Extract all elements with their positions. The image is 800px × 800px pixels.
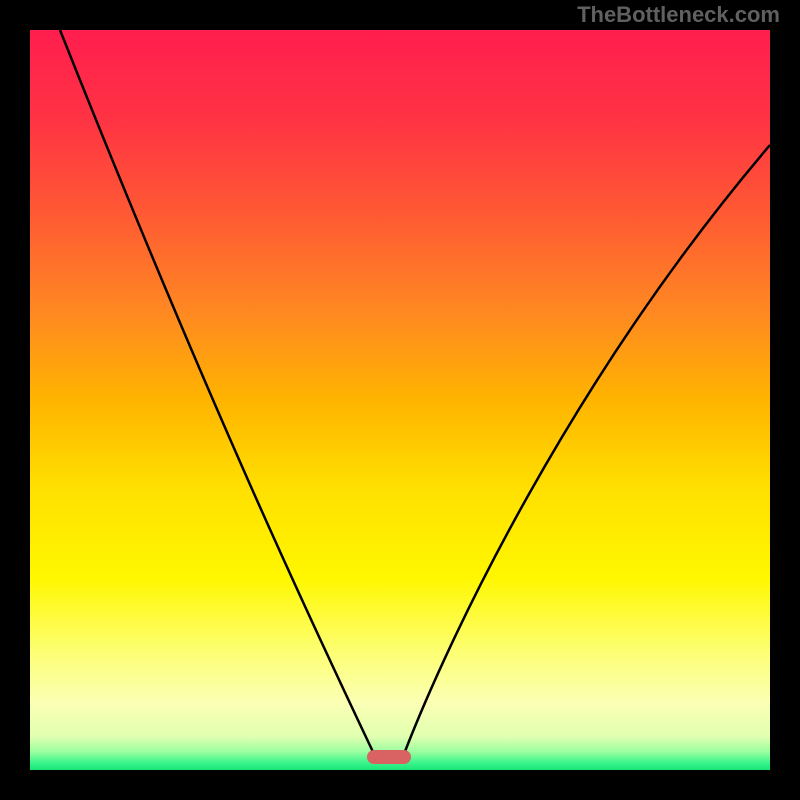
watermark-text: TheBottleneck.com [577, 2, 780, 28]
bottleneck-chart [0, 0, 800, 800]
chart-container: TheBottleneck.com [0, 0, 800, 800]
optimum-marker [367, 750, 411, 764]
gradient-background [30, 30, 770, 770]
